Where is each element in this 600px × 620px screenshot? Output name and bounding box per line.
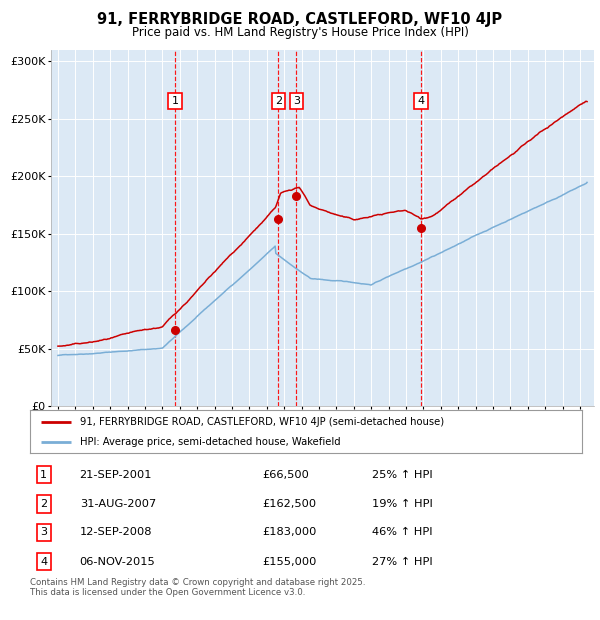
Text: £162,500: £162,500	[262, 499, 316, 509]
Text: 4: 4	[417, 96, 424, 106]
Text: 31-AUG-2007: 31-AUG-2007	[80, 499, 156, 509]
Text: 27% ↑ HPI: 27% ↑ HPI	[372, 557, 433, 567]
Text: 91, FERRYBRIDGE ROAD, CASTLEFORD, WF10 4JP (semi-detached house): 91, FERRYBRIDGE ROAD, CASTLEFORD, WF10 4…	[80, 417, 444, 427]
Text: 3: 3	[40, 527, 47, 538]
Text: 1: 1	[172, 96, 178, 106]
Text: 4: 4	[40, 557, 47, 567]
Text: 25% ↑ HPI: 25% ↑ HPI	[372, 469, 433, 479]
Text: HPI: Average price, semi-detached house, Wakefield: HPI: Average price, semi-detached house,…	[80, 437, 340, 447]
Text: 3: 3	[293, 96, 300, 106]
Text: Contains HM Land Registry data © Crown copyright and database right 2025.
This d: Contains HM Land Registry data © Crown c…	[30, 578, 365, 597]
Text: 46% ↑ HPI: 46% ↑ HPI	[372, 527, 433, 538]
Text: 1: 1	[40, 469, 47, 479]
Text: £183,000: £183,000	[262, 527, 316, 538]
Text: Price paid vs. HM Land Registry's House Price Index (HPI): Price paid vs. HM Land Registry's House …	[131, 26, 469, 39]
Text: 91, FERRYBRIDGE ROAD, CASTLEFORD, WF10 4JP: 91, FERRYBRIDGE ROAD, CASTLEFORD, WF10 4…	[97, 12, 503, 27]
Text: 19% ↑ HPI: 19% ↑ HPI	[372, 499, 433, 509]
Text: 21-SEP-2001: 21-SEP-2001	[80, 469, 152, 479]
Text: £155,000: £155,000	[262, 557, 316, 567]
Text: 2: 2	[40, 499, 47, 509]
Text: 06-NOV-2015: 06-NOV-2015	[80, 557, 155, 567]
Text: £66,500: £66,500	[262, 469, 309, 479]
Text: 2: 2	[275, 96, 282, 106]
Text: 12-SEP-2008: 12-SEP-2008	[80, 527, 152, 538]
